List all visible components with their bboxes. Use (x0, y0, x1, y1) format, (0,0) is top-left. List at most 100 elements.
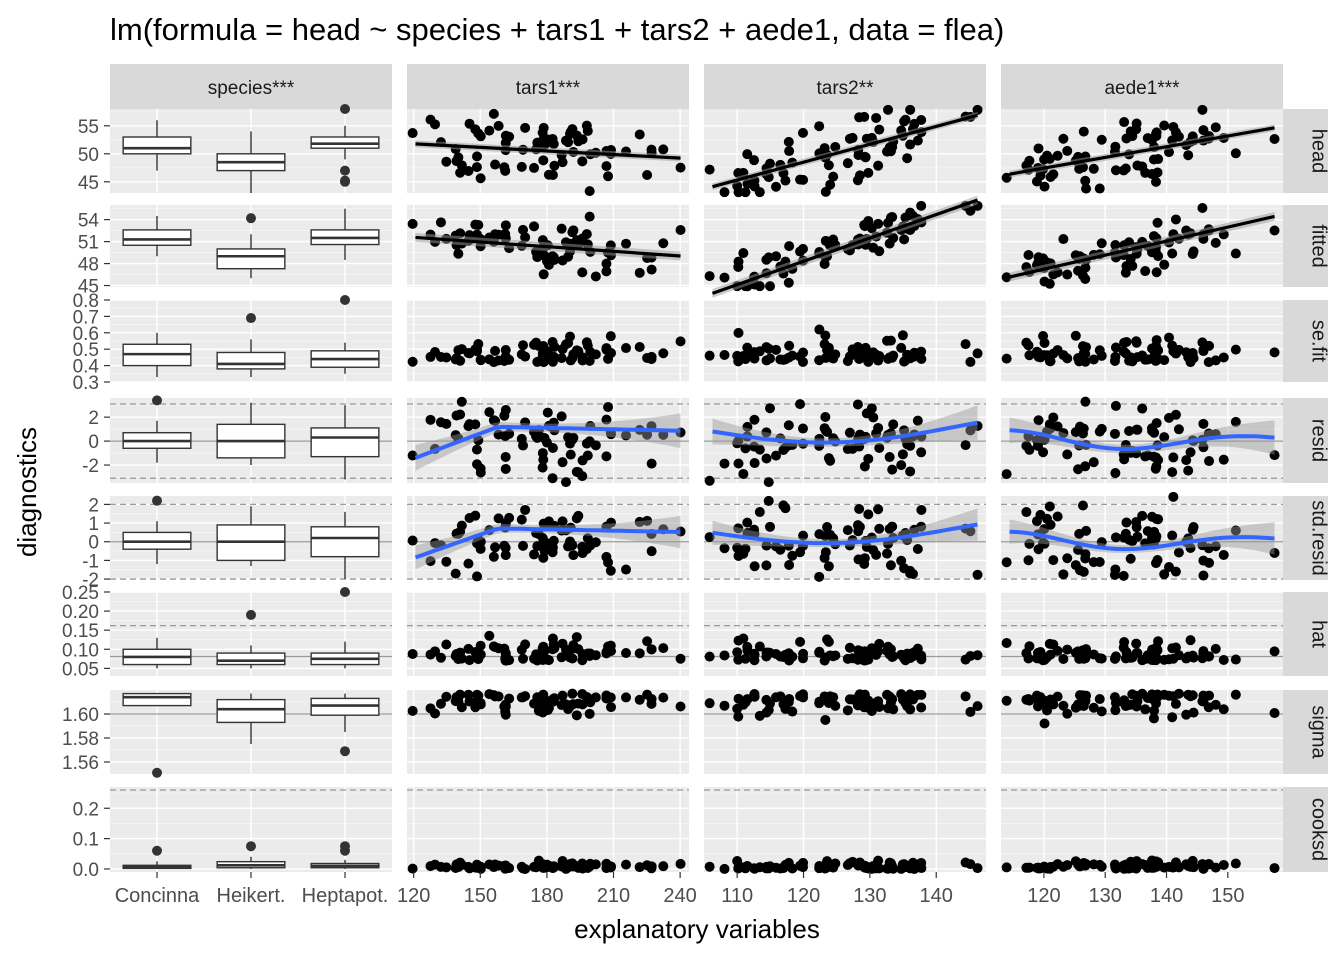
scatter-point (635, 268, 645, 278)
scatter-point (436, 217, 446, 227)
scatter-point (676, 654, 686, 664)
y-tick-label: 55 (78, 117, 99, 138)
scatter-point (606, 702, 616, 712)
scatter-point (499, 162, 509, 172)
y-tick-label: 0.8 (73, 291, 99, 312)
scatter-point (1002, 469, 1012, 479)
scatter-point (1168, 492, 1178, 502)
scatter-point (543, 408, 553, 418)
scatter-point (1137, 404, 1147, 414)
scatter-point (1062, 353, 1072, 363)
scatter-point (902, 153, 912, 163)
scatter-point (563, 252, 573, 262)
scatter-point (1140, 168, 1150, 178)
scatter-point (916, 703, 926, 713)
y-tick-label: 0.0 (73, 860, 99, 881)
scatter-point (820, 412, 830, 422)
outlier-point (246, 610, 256, 620)
scatter-point (822, 345, 832, 355)
panel-sigma-tars1 (407, 689, 689, 774)
scatter-point (719, 187, 729, 197)
scatter-point (1153, 218, 1163, 228)
outlier-point (152, 496, 162, 506)
scatter-point (733, 863, 743, 873)
scatter-point (885, 352, 895, 362)
panel-sigma-species (110, 690, 392, 778)
scatter-point (484, 859, 494, 869)
scatter-point (820, 553, 830, 563)
facet-row-strip-std_resid: std.resid (1283, 496, 1330, 580)
scatter-point (860, 646, 870, 656)
facet-row-strip-se_fit: se.fit (1283, 300, 1330, 382)
scatter-point (916, 505, 926, 515)
scatter-point (1075, 353, 1085, 363)
scatter-point (1121, 164, 1131, 174)
scatter-point (538, 155, 548, 165)
scatter-point (1140, 355, 1150, 365)
facet-strip-label-tars2: tars2** (816, 78, 874, 99)
panel-fitted-tars1 (407, 205, 689, 287)
scatter-point (561, 477, 571, 487)
scatter-point (476, 463, 486, 473)
scatter-point (601, 266, 611, 276)
scatter-point (635, 342, 645, 352)
scatter-point (1231, 249, 1241, 259)
scatter-point (476, 641, 486, 651)
scatter-point (916, 347, 926, 357)
x-tick-label: 150 (1211, 885, 1244, 907)
scatter-point (1270, 347, 1280, 357)
scatter-point (845, 643, 855, 653)
scatter-point (1058, 234, 1068, 244)
scatter-point (795, 547, 805, 557)
scatter-point (820, 715, 830, 725)
outlier-point (340, 176, 350, 186)
y-tick-label: 0 (88, 533, 99, 554)
y-tick-label: 0.05 (62, 659, 99, 680)
scatter-point (1023, 250, 1033, 260)
scatter-point (1080, 274, 1090, 284)
scatter-point (798, 128, 808, 138)
y-axis-fitted: 45485154 (78, 211, 110, 298)
scatter-point (822, 634, 832, 644)
panel-std_resid-tars2 (704, 496, 986, 582)
scatter-point (795, 861, 805, 871)
scatter-point (1111, 401, 1121, 411)
scatter-point (1053, 646, 1063, 656)
scatter-point (494, 121, 504, 131)
scatter-point (1078, 500, 1088, 510)
scatter-point (518, 441, 528, 451)
scatter-point (453, 249, 463, 259)
scatter-point (733, 262, 743, 272)
box-iqr (123, 230, 191, 245)
scatter-point (484, 407, 494, 417)
scatter-point (583, 451, 593, 461)
y-tick-label: 0.25 (62, 583, 99, 604)
scatter-point (916, 447, 926, 457)
facet-strip-label-tars1: tars1*** (516, 78, 581, 99)
outlier-point (246, 213, 256, 223)
scatter-point (885, 239, 895, 249)
scatter-point (529, 699, 539, 709)
scatter-point (750, 650, 760, 660)
scatter-point (1089, 164, 1099, 174)
outlier-point (340, 104, 350, 114)
scatter-point (853, 175, 863, 185)
scatter-point (1053, 151, 1063, 161)
x-tick-label: 140 (1150, 885, 1183, 907)
scatter-point (1167, 249, 1177, 259)
scatter-point (426, 115, 436, 125)
scatter-point (750, 181, 760, 191)
scatter-point (882, 549, 892, 559)
panel-background (704, 787, 986, 872)
scatter-point (874, 702, 884, 712)
scatter-point (798, 653, 808, 663)
panel-std_resid-tars1 (407, 496, 689, 581)
scatter-point (1021, 507, 1031, 517)
facet-row-strip-cooksd: cooksd (1283, 787, 1330, 872)
box-iqr (217, 653, 285, 664)
row-strip-label-sigma: sigma (1308, 705, 1330, 759)
scatter-point (563, 863, 573, 873)
facet-row-strip-fitted: fitted (1283, 205, 1330, 287)
y-tick-label: 54 (78, 211, 100, 232)
scatter-point (822, 522, 832, 532)
